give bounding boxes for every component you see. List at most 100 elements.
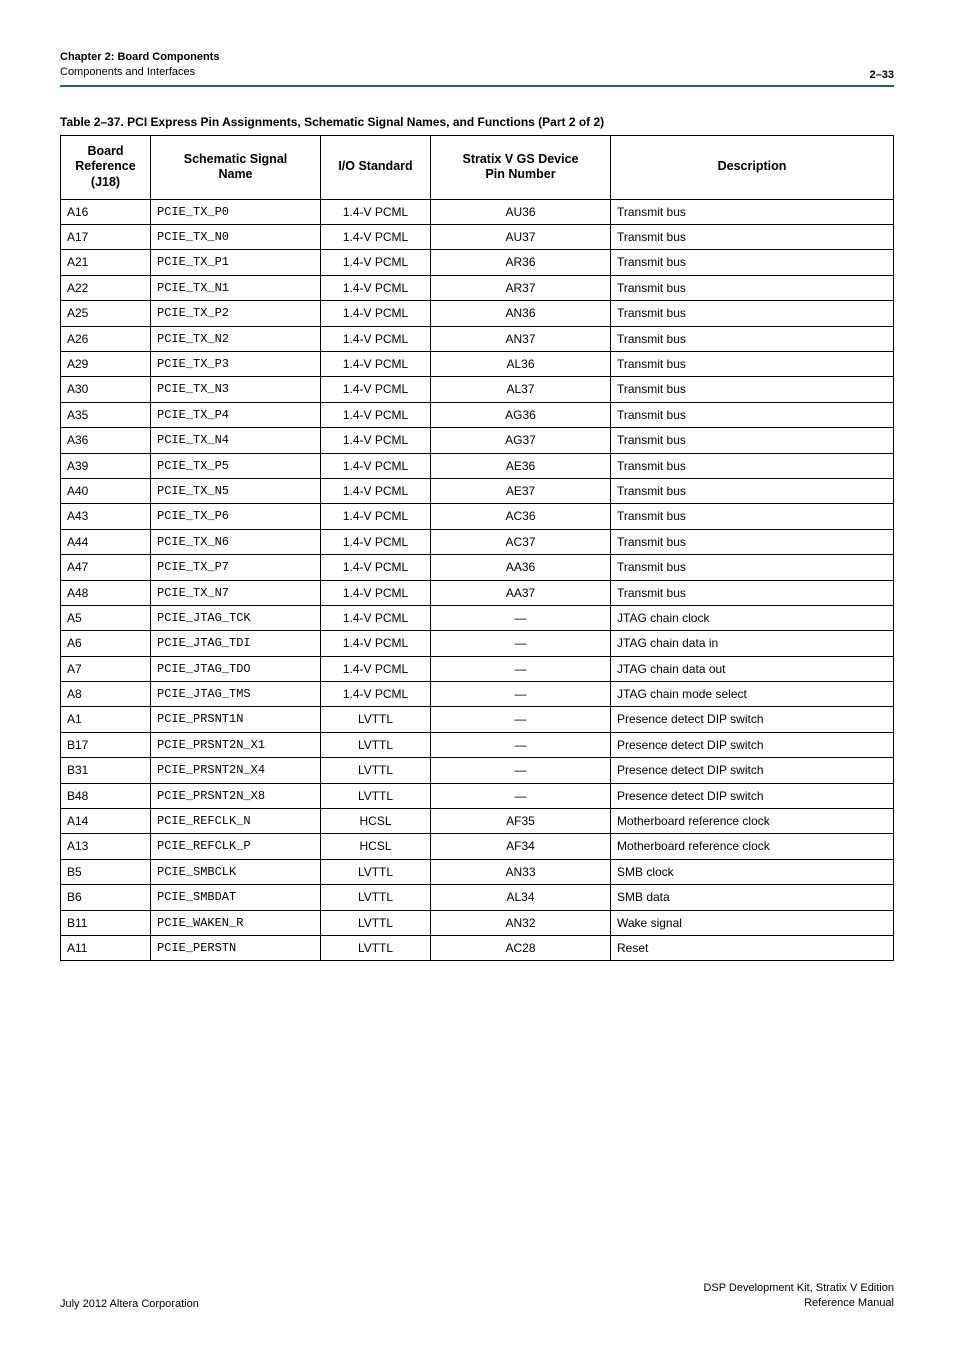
cell-io-standard: 1.4-V PCML [321,326,431,351]
footer-left: July 2012 Altera Corporation [60,1298,199,1310]
cell-signal: PCIE_TX_P1 [151,250,321,275]
cell-io-standard: LVTTL [321,783,431,808]
page-footer: July 2012 Altera Corporation DSP Develop… [60,1281,894,1310]
cell-pin-number: AN37 [431,326,611,351]
cell-pin-number: AN36 [431,301,611,326]
cell-ref: B5 [61,859,151,884]
pin-assignments-table: BoardReference(J18) Schematic SignalName… [60,135,894,962]
cell-io-standard: 1.4-V PCML [321,682,431,707]
cell-description: Motherboard reference clock [611,809,894,834]
cell-io-standard: 1.4-V PCML [321,529,431,554]
cell-io-standard: 1.4-V PCML [321,377,431,402]
cell-signal: PCIE_PRSNT2N_X1 [151,732,321,757]
cell-pin-number: — [431,682,611,707]
cell-pin-number: AN33 [431,859,611,884]
cell-pin-number: — [431,707,611,732]
table-row: A17PCIE_TX_N01.4-V PCMLAU37Transmit bus [61,225,894,250]
cell-description: SMB clock [611,859,894,884]
cell-io-standard: 1.4-V PCML [321,605,431,630]
cell-pin-number: AC28 [431,935,611,960]
cell-ref: A5 [61,605,151,630]
cell-description: JTAG chain mode select [611,682,894,707]
cell-description: Transmit bus [611,504,894,529]
table-row: A44PCIE_TX_N61.4-V PCMLAC37Transmit bus [61,529,894,554]
cell-ref: A26 [61,326,151,351]
cell-io-standard: 1.4-V PCML [321,631,431,656]
section-title: Components and Interfaces [60,65,220,80]
col-sig: Schematic SignalName [151,135,321,199]
cell-pin-number: AA36 [431,555,611,580]
cell-signal: PCIE_TX_N3 [151,377,321,402]
cell-description: Transmit bus [611,326,894,351]
table-row: A8PCIE_JTAG_TMS1.4-V PCML—JTAG chain mod… [61,682,894,707]
cell-io-standard: 1.4-V PCML [321,453,431,478]
cell-signal: PCIE_PERSTN [151,935,321,960]
cell-description: Transmit bus [611,225,894,250]
cell-ref: A43 [61,504,151,529]
cell-pin-number: — [431,732,611,757]
table-row: A29PCIE_TX_P31.4-V PCMLAL36Transmit bus [61,352,894,377]
table-row: A7PCIE_JTAG_TDO1.4-V PCML—JTAG chain dat… [61,656,894,681]
cell-signal: PCIE_TX_P0 [151,199,321,224]
chapter-title: Chapter 2: Board Components [60,50,220,65]
cell-pin-number: AN32 [431,910,611,935]
cell-io-standard: LVTTL [321,910,431,935]
cell-description: Transmit bus [611,402,894,427]
cell-io-standard: 1.4-V PCML [321,580,431,605]
cell-description: Transmit bus [611,478,894,503]
cell-io-standard: 1.4-V PCML [321,428,431,453]
cell-io-standard: 1.4-V PCML [321,555,431,580]
cell-io-standard: LVTTL [321,732,431,757]
col-pin: Stratix V GS DevicePin Number [431,135,611,199]
cell-io-standard: 1.4-V PCML [321,250,431,275]
header-left: Chapter 2: Board Components Components a… [60,50,220,81]
cell-io-standard: 1.4-V PCML [321,301,431,326]
cell-pin-number: AL37 [431,377,611,402]
table-row: A21PCIE_TX_P11.4-V PCMLAR36Transmit bus [61,250,894,275]
table-row: B17PCIE_PRSNT2N_X1LVTTL—Presence detect … [61,732,894,757]
cell-signal: PCIE_TX_N2 [151,326,321,351]
cell-io-standard: 1.4-V PCML [321,402,431,427]
cell-ref: A39 [61,453,151,478]
cell-pin-number: AA37 [431,580,611,605]
cell-ref: A25 [61,301,151,326]
table-row: B11PCIE_WAKEN_RLVTTLAN32Wake signal [61,910,894,935]
table-row: B5PCIE_SMBCLKLVTTLAN33SMB clock [61,859,894,884]
cell-description: Transmit bus [611,352,894,377]
table-row: A11PCIE_PERSTNLVTTLAC28Reset [61,935,894,960]
page-number: 2–33 [870,69,894,81]
footer-doc-title: DSP Development Kit, Stratix V Edition [703,1281,894,1295]
cell-signal: PCIE_WAKEN_R [151,910,321,935]
cell-io-standard: LVTTL [321,885,431,910]
cell-signal: PCIE_JTAG_TDI [151,631,321,656]
cell-description: Reset [611,935,894,960]
table-row: A13PCIE_REFCLK_PHCSLAF34Motherboard refe… [61,834,894,859]
cell-pin-number: AL34 [431,885,611,910]
cell-signal: PCIE_PRSNT1N [151,707,321,732]
cell-signal: PCIE_TX_N4 [151,428,321,453]
cell-ref: A13 [61,834,151,859]
cell-io-standard: LVTTL [321,707,431,732]
cell-signal: PCIE_TX_P2 [151,301,321,326]
cell-ref: A30 [61,377,151,402]
cell-ref: B6 [61,885,151,910]
cell-ref: B48 [61,783,151,808]
col-desc: Description [611,135,894,199]
cell-pin-number: — [431,656,611,681]
cell-ref: A8 [61,682,151,707]
cell-description: Transmit bus [611,428,894,453]
cell-pin-number: AU37 [431,225,611,250]
table-row: A47PCIE_TX_P71.4-V PCMLAA36Transmit bus [61,555,894,580]
table-row: A22PCIE_TX_N11.4-V PCMLAR37Transmit bus [61,275,894,300]
cell-description: JTAG chain data in [611,631,894,656]
cell-ref: A22 [61,275,151,300]
table-row: A6PCIE_JTAG_TDI1.4-V PCML—JTAG chain dat… [61,631,894,656]
cell-io-standard: 1.4-V PCML [321,656,431,681]
cell-pin-number: — [431,783,611,808]
cell-description: Transmit bus [611,377,894,402]
cell-description: Transmit bus [611,529,894,554]
table-row: A26PCIE_TX_N21.4-V PCMLAN37Transmit bus [61,326,894,351]
cell-ref: A6 [61,631,151,656]
cell-ref: A36 [61,428,151,453]
cell-description: Presence detect DIP switch [611,783,894,808]
